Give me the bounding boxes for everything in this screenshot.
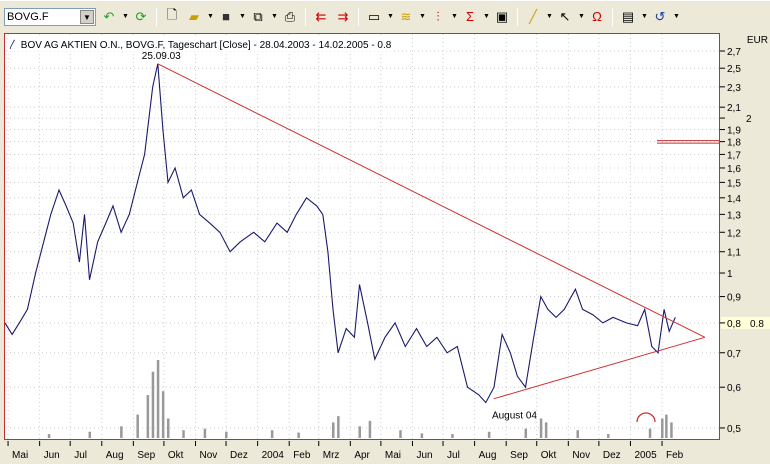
separator xyxy=(358,7,359,26)
copy-icon[interactable]: ⧉ xyxy=(253,8,263,24)
refresh-arrow-icon[interactable]: ↶ xyxy=(103,8,115,24)
undo-icon[interactable]: ↺ xyxy=(654,8,666,24)
price-axis[interactable]: EUR xyxy=(720,33,770,440)
toolbar: BOVG.F ▼ ↶ ▼ ⟳ 🗋 ▰ ▼ ■ ▼ ⧉ ▼ ⎙ ⇇ ⇉ ▭ ▼ ≋ ▼ ⫶ ▼ Σ… xyxy=(0,0,770,32)
properties-icon[interactable]: ▣ xyxy=(495,8,509,24)
notes-icon[interactable]: ▤ xyxy=(621,8,635,24)
pointer-icon[interactable]: ↖ xyxy=(559,8,571,24)
dropdown-arrow-icon[interactable]: ▼ xyxy=(451,13,458,20)
symbol-value: BOVG.F xyxy=(7,10,49,23)
open-folder-icon[interactable]: ▰ xyxy=(189,8,199,24)
symbol-dropdown[interactable]: BOVG.F ▼ xyxy=(4,7,96,26)
dropdown-arrow-icon[interactable]: ▼ xyxy=(271,13,278,20)
chart-panel[interactable]: 〳 BOV AG AKTIEN O.N., BOVG.F, Tageschart… xyxy=(4,33,720,440)
import-icon[interactable]: ⇇ xyxy=(315,8,327,24)
separator xyxy=(305,7,306,26)
separator xyxy=(517,7,518,26)
chart-title-text: BOV AG AKTIEN O.N., BOVG.F, Tageschart [… xyxy=(20,40,392,51)
export-icon[interactable]: ⇉ xyxy=(337,8,349,24)
sigma-icon[interactable]: Σ xyxy=(465,9,475,24)
new-document-icon[interactable]: 🗋 xyxy=(166,6,178,22)
dropdown-arrow-icon[interactable]: ▼ xyxy=(387,13,394,20)
draw-line-icon[interactable]: ╱ xyxy=(529,8,537,24)
indicator-icon[interactable]: ≋ xyxy=(400,8,412,24)
dropdown-arrow-icon[interactable]: ▼ xyxy=(207,13,214,20)
dropdown-arrow-icon[interactable]: ▼ xyxy=(578,13,585,20)
dropdown-arrow-icon[interactable]: ▼ xyxy=(239,13,246,20)
dropdown-arrow-icon[interactable]: ▼ xyxy=(122,13,129,20)
chevron-down-icon[interactable]: ▼ xyxy=(80,9,94,24)
reload-icon[interactable]: ⟳ xyxy=(135,8,147,24)
dropdown-arrow-icon[interactable]: ▼ xyxy=(419,13,426,20)
save-disk-icon[interactable]: ■ xyxy=(222,9,230,24)
print-icon[interactable]: ⎙ xyxy=(284,8,296,24)
line-chart-icon: 〳 xyxy=(8,40,18,51)
chart-title: 〳 BOV AG AKTIEN O.N., BOVG.F, Tageschart… xyxy=(8,36,392,51)
separator xyxy=(156,7,157,26)
magnet-icon[interactable]: Ω xyxy=(592,9,602,24)
chart-type-icon[interactable]: ⫶ xyxy=(436,8,440,24)
currency-label: EUR xyxy=(746,35,768,46)
dropdown-arrow-icon[interactable]: ▼ xyxy=(641,13,648,20)
time-axis[interactable] xyxy=(0,440,720,464)
separator xyxy=(612,7,613,26)
dropdown-arrow-icon[interactable]: ▼ xyxy=(673,13,680,20)
window-icon[interactable]: ▭ xyxy=(367,8,381,24)
dropdown-arrow-icon[interactable]: ▼ xyxy=(546,13,553,20)
dropdown-arrow-icon[interactable]: ▼ xyxy=(483,13,490,20)
